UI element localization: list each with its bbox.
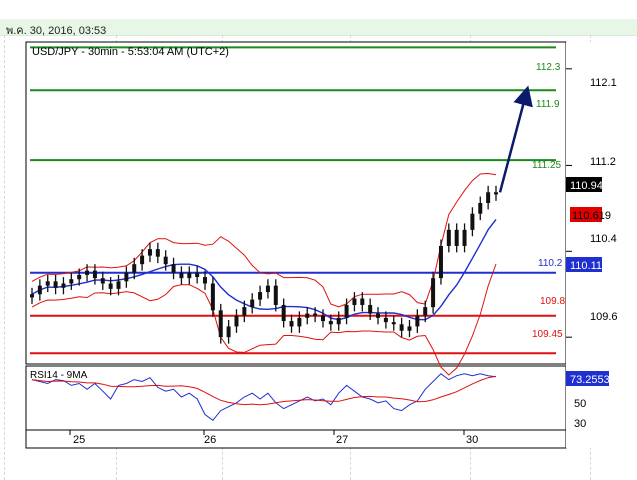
date-label: พ.ค. 30, 2016, 03:53 (6, 25, 107, 37)
candle-body (116, 281, 121, 289)
grid-divider (4, 35, 5, 480)
forecast-arrow (498, 85, 533, 193)
candle-body (407, 326, 412, 331)
level-label: 111.25 (532, 160, 562, 171)
candle-body (462, 229, 467, 246)
candle-body (140, 255, 145, 265)
chart-title: USD/JPY - 30min - 5:53:04 AM (UTC+2) (32, 46, 229, 58)
rsi-line (31, 373, 497, 421)
candle-body (195, 272, 200, 278)
rsi-value-tag-label: 73.2553 (570, 374, 610, 386)
candle-body (360, 298, 365, 305)
candle-body (92, 270, 97, 279)
candle-body (226, 326, 231, 338)
candle-body (250, 299, 255, 308)
candle-body (210, 283, 215, 311)
y-tick-label: 110.4 (590, 233, 617, 245)
candle-body (37, 285, 42, 295)
candle-body (69, 279, 74, 284)
candle-body (30, 294, 34, 298)
candle-body (132, 264, 137, 273)
candle-body (45, 281, 50, 286)
candle-body (234, 315, 239, 327)
level-label: 110.2 (538, 258, 563, 269)
candle-body (352, 298, 357, 305)
candle-body (85, 270, 90, 275)
candle-body (273, 285, 278, 305)
x-tick-label: 25 (73, 434, 85, 446)
y-tick-label: 111.2 (590, 156, 616, 168)
price-tag-red-label: 110.619 (572, 210, 611, 222)
rsi-value-tag (566, 371, 609, 386)
price-tag-red (570, 207, 602, 222)
candle-body (415, 315, 420, 327)
level-label: 111.9 (536, 99, 560, 110)
candle-body (423, 307, 428, 316)
candle-body (494, 192, 498, 195)
candle-body (171, 264, 176, 273)
candle-body (399, 324, 404, 331)
candle-body (320, 315, 325, 322)
price-tag-current (566, 177, 602, 192)
level-label: 109.45 (532, 329, 563, 340)
candle-body (187, 272, 192, 279)
right-axis (566, 42, 637, 448)
candle-body (336, 317, 341, 325)
price-tag-blue (566, 257, 602, 272)
rsi-title: RSI14 - 9MA (30, 370, 88, 381)
x-tick-label: 26 (204, 434, 216, 446)
y-tick-label: 109.6 (590, 311, 618, 323)
candle-body (281, 304, 286, 322)
candle-body (147, 249, 152, 256)
candle-body (53, 281, 58, 288)
rsi-tick-label: 50 (574, 398, 586, 410)
candle-body (155, 249, 160, 257)
candle-body (438, 245, 443, 279)
y-tick-label: 112.1 (590, 77, 617, 89)
candle-body (265, 285, 270, 293)
candle-body (376, 313, 381, 318)
date-strip (0, 19, 637, 36)
candle-body (446, 229, 451, 246)
candle-body (328, 321, 333, 325)
candle-body (124, 272, 129, 282)
candle-body (218, 310, 223, 338)
candle-body (454, 229, 459, 246)
candle-body (203, 277, 208, 284)
candle-body (297, 317, 302, 327)
price-tag-blue-label: 110.113 (570, 260, 608, 272)
candle-body (383, 317, 388, 323)
candle-body (313, 313, 318, 316)
candle-body (108, 283, 113, 289)
candle-body (368, 304, 373, 314)
candle-body (179, 272, 184, 279)
candle-body (289, 321, 294, 327)
candle-body (431, 278, 436, 308)
candle-body (61, 283, 66, 288)
level-label: 109.8 (540, 296, 565, 307)
bollinger-upper (31, 172, 497, 308)
x-tick-label: 27 (336, 434, 348, 446)
candle-body (163, 256, 168, 265)
price-tag-current-label: 110.949 (570, 180, 609, 192)
x-tick-label: 30 (466, 434, 478, 446)
candle-body (305, 313, 310, 318)
candle-body (100, 278, 105, 284)
candle-body (391, 322, 396, 325)
bollinger-lower (31, 263, 497, 376)
rsi-ma-line (31, 375, 497, 406)
price-panel (25, 41, 567, 365)
candle-body (470, 213, 475, 230)
candle-body (242, 307, 247, 316)
rsi-tick-label: 30 (574, 418, 586, 430)
candle-body (486, 192, 491, 203)
candle-body (77, 274, 82, 280)
rsi-panel (25, 365, 567, 431)
candle-body (344, 304, 349, 318)
candle-body (478, 203, 483, 214)
level-label: 112.3 (536, 62, 561, 73)
candle-body (258, 292, 263, 300)
x-axis (25, 429, 567, 449)
